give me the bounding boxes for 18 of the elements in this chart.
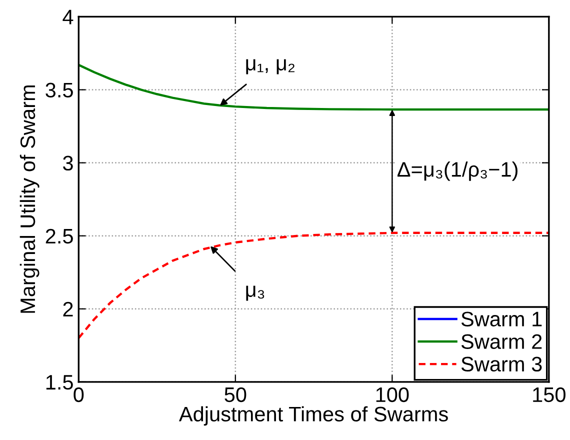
y-tick-label: 4 (62, 10, 74, 24)
annotation: Δ=μ₃(1/ρ₃−1) (397, 161, 518, 181)
y-tick-label: 2 (63, 302, 73, 316)
x-tick-label: 0 (74, 387, 84, 402)
legend-label: Swarm 2 (461, 334, 542, 350)
x-tick-label: 100 (376, 387, 409, 402)
legend-label: Swarm 3 (461, 356, 542, 372)
x-tick-label: 50 (224, 387, 246, 402)
legend-label: Swarm 1 (461, 312, 542, 326)
y-tick-label: 3 (63, 156, 73, 171)
y-tick-label: 2.5 (46, 228, 73, 244)
x-tick-label: 150 (533, 387, 566, 402)
y-tick-label: 3.5 (46, 82, 73, 98)
x-axis-title: Adjustment Times of Swarms (178, 406, 448, 426)
y-tick-label: 1.5 (46, 375, 73, 390)
annotation: μ₁, μ₂ (246, 59, 294, 74)
y-axis-title: Marginal Utility of Swarm (20, 86, 40, 313)
annotation: μ₃ (246, 286, 264, 301)
